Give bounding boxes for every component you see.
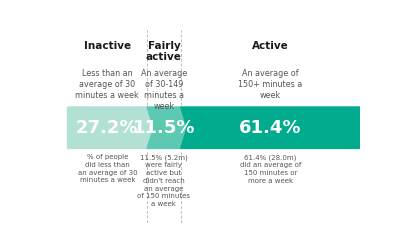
Text: Active: Active [252,40,289,50]
Text: 61.4% (28.0m)
did an average of
150 minutes or
more a week: 61.4% (28.0m) did an average of 150 minu… [240,154,301,184]
Text: Less than an
average of 30
minutes a week: Less than an average of 30 minutes a wee… [76,68,139,100]
Text: 61.4%: 61.4% [239,119,302,137]
Polygon shape [68,107,154,148]
Text: An average
of 30-149
minutes a
week: An average of 30-149 minutes a week [141,68,187,111]
Text: An average of
150+ minutes a
week: An average of 150+ minutes a week [238,68,302,100]
Text: % of people
did less than
an average of 30
minutes a week: % of people did less than an average of … [78,154,137,184]
Text: 11.5% (5.2m)
were fairly
active but
didn't reach
an average
of 150 minutes
a wee: 11.5% (5.2m) were fairly active but didn… [138,154,190,207]
Text: 27.2%: 27.2% [76,119,138,137]
Polygon shape [181,107,360,148]
Text: Inactive: Inactive [84,40,131,50]
Text: 11.5%: 11.5% [133,119,195,137]
Polygon shape [147,107,187,148]
Text: Fairly
active: Fairly active [146,40,182,62]
